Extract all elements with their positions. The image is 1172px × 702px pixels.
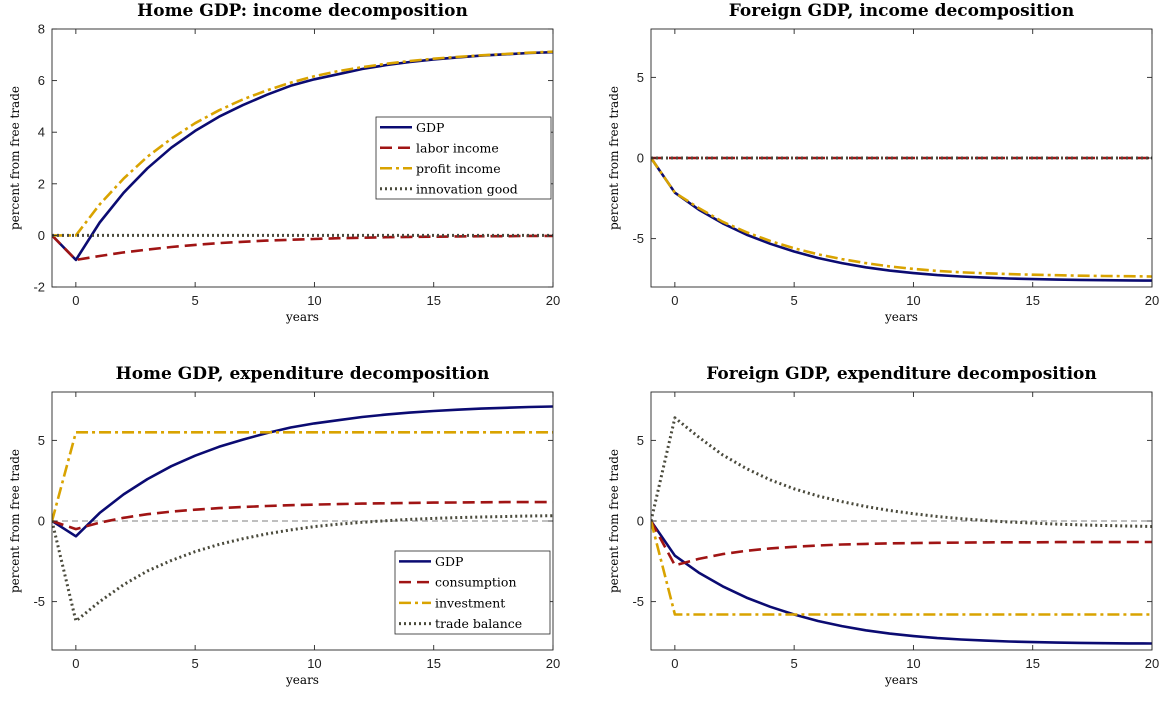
- legend-entry: profit income: [416, 161, 501, 176]
- legend-entry: labor income: [416, 140, 499, 155]
- x-tick-label: 20: [1145, 293, 1159, 308]
- x-tick-label: 5: [192, 656, 199, 671]
- y-tick-label: 5: [637, 70, 644, 85]
- x-tick-label: 0: [671, 656, 678, 671]
- chart-title: Foreign GDP, income decomposition: [729, 1, 1074, 21]
- series-line-GDP: [52, 50, 553, 262]
- chart-panel-4: 0 5 10 15 20 -5 0 5 Foreign GDP, expenditure dec…: [607, 364, 1159, 687]
- y-tick-label: 8: [38, 22, 45, 37]
- x-axis-label: years: [884, 673, 918, 687]
- y-tick-label: -5: [33, 594, 45, 609]
- x-tick-label: 20: [546, 293, 560, 308]
- chart-panel-2: 0 5 10 15 20 -5 0 5 Foreign GDP, income decompos…: [607, 1, 1159, 324]
- x-axis-label: years: [884, 310, 918, 324]
- series-line-GDP: [651, 157, 1152, 282]
- series-line-consumption: [651, 520, 1152, 567]
- series-line-GDP: [52, 405, 553, 538]
- legend-box: [394, 550, 551, 635]
- y-tick-label: 5: [637, 433, 644, 448]
- x-tick-label: 5: [791, 293, 798, 308]
- y-tick-label: 5: [38, 433, 45, 448]
- y-tick-label: -2: [33, 280, 45, 295]
- x-tick-label: 15: [1025, 656, 1039, 671]
- x-tick-label: 20: [546, 656, 560, 671]
- legend: GDP labor income profit income innovation g…: [375, 116, 552, 200]
- series-line-trade-balance: [651, 416, 1152, 528]
- y-tick-label: 0: [637, 151, 644, 166]
- legend-entry: GDP: [435, 554, 463, 569]
- x-tick-label: 20: [1145, 656, 1159, 671]
- x-axis-label: years: [285, 310, 319, 324]
- y-axis-label: percent from free trade: [607, 86, 621, 230]
- x-axis-label: years: [285, 673, 319, 687]
- y-axis-label: percent from free trade: [8, 449, 22, 593]
- x-tick-label: 15: [426, 656, 440, 671]
- x-tick-label: 5: [192, 293, 199, 308]
- x-tick-label: 0: [72, 293, 79, 308]
- chart-title: Home GDP: income decomposition: [137, 1, 468, 21]
- series-line-investment: [52, 430, 553, 522]
- y-axis-label: percent from free trade: [607, 449, 621, 593]
- y-tick-label: 0: [637, 514, 644, 529]
- chart-panel-3: 0 5 10 15 20 -5 0 5 Home GDP, expenditure decomp…: [8, 364, 560, 687]
- legend-entry: GDP: [416, 120, 444, 135]
- y-tick-label: 2: [38, 176, 45, 191]
- x-tick-label: 0: [72, 656, 79, 671]
- legend-entry: investment: [435, 595, 505, 610]
- y-tick-label: 0: [38, 228, 45, 243]
- series-line-GDP: [651, 520, 1152, 645]
- x-tick-label: 5: [791, 656, 798, 671]
- series-line-profit-income: [651, 157, 1152, 278]
- series-line-consumption: [52, 500, 553, 531]
- series-line-profit-income: [52, 50, 553, 237]
- chart-title: Foreign GDP, expenditure decomposition: [706, 364, 1096, 384]
- x-tick-label: 10: [906, 293, 920, 308]
- x-tick-label: 0: [671, 293, 678, 308]
- axes-frame: [51, 28, 554, 288]
- series-line-trade-balance: [52, 514, 553, 623]
- x-tick-label: 15: [426, 293, 440, 308]
- x-tick-label: 10: [307, 656, 321, 671]
- legend-box: [375, 116, 552, 200]
- y-tick-label: 6: [38, 73, 45, 88]
- x-tick-label: 10: [906, 656, 920, 671]
- y-tick-label: 4: [38, 125, 45, 140]
- series-line-investment: [651, 520, 1152, 616]
- y-tick-label: -5: [632, 594, 644, 609]
- y-tick-label: -5: [632, 231, 644, 246]
- legend: GDP consumption investment trade balance: [394, 550, 551, 635]
- chart-title: Home GDP, expenditure decomposition: [116, 364, 490, 384]
- y-tick-label: 0: [38, 514, 45, 529]
- legend-entry: innovation good: [416, 181, 518, 196]
- chart-panel-1: 0 5 10 15 20 -2 0 2 4 6 8 Home GDP: income decompos…: [8, 1, 560, 324]
- y-axis-label: percent from free trade: [8, 86, 22, 230]
- legend-entry: consumption: [435, 575, 517, 590]
- legend-entry: trade balance: [435, 616, 522, 631]
- series-line-labor-income: [52, 234, 553, 262]
- x-tick-label: 10: [307, 293, 321, 308]
- x-tick-label: 15: [1025, 293, 1039, 308]
